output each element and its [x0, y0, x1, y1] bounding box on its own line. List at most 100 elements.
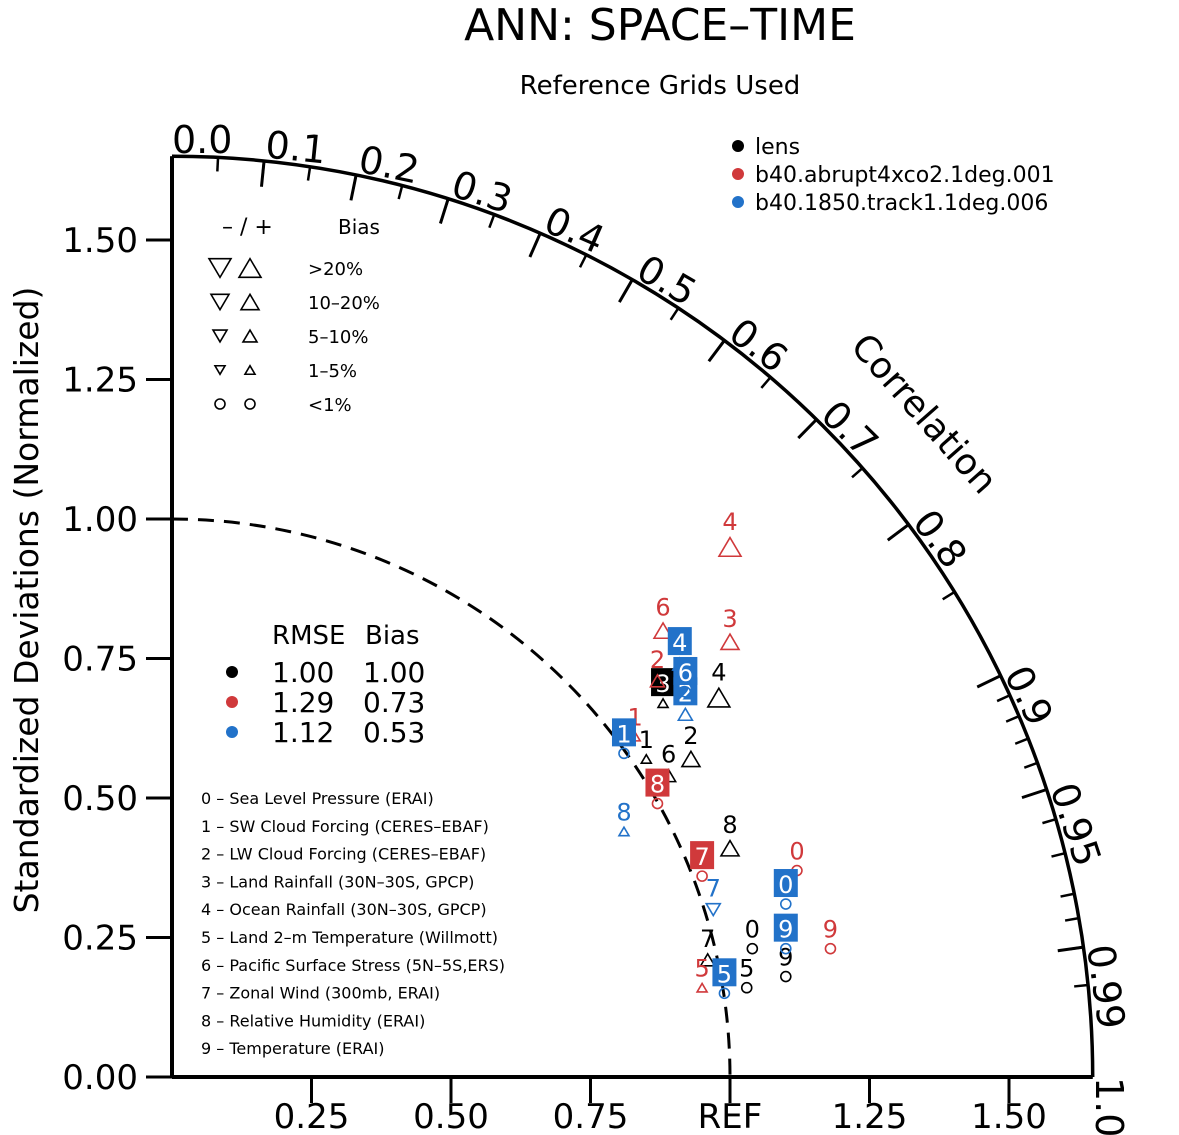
data-point-label: 5	[694, 955, 709, 983]
data-point-marker	[704, 902, 722, 918]
legend-series-dot	[732, 168, 744, 180]
bias-legend-down-icon	[207, 257, 233, 279]
bias-legend-down-icon	[209, 293, 231, 312]
data-point-label: 8	[722, 811, 737, 839]
data-point-box	[667, 627, 692, 656]
bias-legend-label: 10–20%	[308, 293, 380, 314]
correlation-tick-label: 0.2	[355, 137, 423, 192]
correlation-tick	[438, 198, 450, 224]
data-point-marker	[718, 987, 731, 1000]
data-point-box	[690, 841, 715, 870]
variable-list-item: 4 – Ocean Rainfall (30N–30S, GPCP)	[201, 900, 487, 919]
correlation-tick-label: 0.3	[447, 162, 518, 222]
data-point-marker	[719, 632, 741, 651]
data-point-marker	[649, 673, 666, 688]
data-point-marker	[680, 749, 702, 768]
variable-list-item: 3 – Land Rainfall (30N–30S, GPCP)	[201, 872, 474, 891]
correlation-tick	[528, 232, 542, 258]
data-point-marker	[699, 952, 717, 967]
data-point-box	[651, 668, 676, 697]
correlation-minor-tick	[1005, 715, 1020, 723]
data-point-marker	[740, 981, 753, 994]
data-point-box	[773, 869, 798, 898]
correlation-minor-tick	[488, 214, 496, 229]
data-point-label: 9	[778, 916, 793, 944]
rmse-legend-bias: 1.00	[363, 656, 425, 689]
y-tick-label: 1.00	[62, 500, 138, 540]
data-point-label: 7	[694, 843, 709, 871]
data-point-label: 8	[616, 798, 631, 826]
y-tick-label: 0.00	[62, 1058, 138, 1098]
y-tick-label: 0.50	[62, 779, 138, 819]
rmse-legend-bias: 0.53	[363, 716, 425, 749]
correlation-minor-tick	[1023, 761, 1038, 769]
bias-legend-circle-icon	[214, 398, 226, 410]
chart-title: ANN: SPACE–TIME	[464, 0, 856, 51]
data-point-box	[673, 656, 698, 685]
data-point-box	[712, 958, 737, 987]
data-point-label: 3	[722, 605, 737, 633]
y-tick-label: 0.25	[62, 919, 138, 959]
x-tick-label: 0.25	[274, 1097, 350, 1135]
bias-legend-circle-icon	[244, 398, 256, 410]
y-axis-label: Standardized Deviations (Normalized)	[7, 287, 46, 914]
bias-legend-up-icon	[239, 292, 261, 311]
correlation-minor-tick	[306, 166, 312, 181]
chart-subtitle: Reference Grids Used	[520, 71, 801, 101]
x-tick-label: REF	[698, 1097, 763, 1135]
bias-legend-label: >20%	[308, 259, 363, 280]
data-point-marker	[695, 981, 709, 993]
rmse-legend-header: RMSE	[272, 621, 345, 651]
data-point-marker	[779, 898, 792, 910]
rmse-legend-value: 1.00	[272, 656, 334, 689]
y-tick-label: 0.75	[62, 640, 138, 680]
correlation-tick-label: 0.99	[1078, 942, 1133, 1032]
data-point-label: 7	[706, 875, 721, 903]
data-point-marker	[639, 753, 653, 764]
data-point-marker	[652, 621, 674, 640]
bias-legend-up-icon	[237, 257, 263, 279]
data-point-label: 4	[672, 629, 687, 657]
x-tick-label: 0.75	[553, 1097, 629, 1135]
data-point-marker	[779, 970, 792, 983]
data-point-label: 8	[650, 771, 665, 799]
correlation-tick	[1021, 788, 1048, 800]
correlation-minor-tick	[1074, 983, 1089, 988]
correlation-tick	[886, 523, 910, 542]
correlation-tick	[797, 418, 818, 440]
correlation-tick	[618, 278, 634, 303]
data-point-label: 5	[739, 955, 754, 983]
correlation-minor-tick	[397, 185, 404, 200]
correlation-tick	[976, 674, 1002, 689]
x-tick-label: 1.25	[832, 1097, 908, 1135]
correlation-minor-tick	[578, 254, 588, 268]
data-point-label: 7	[700, 925, 715, 953]
correlation-tick	[1057, 945, 1084, 953]
data-point-label: 5	[717, 960, 732, 988]
data-point-label: 1	[616, 720, 631, 748]
rmse-legend-dot	[226, 666, 238, 678]
y-tick-label: 1.50	[62, 221, 138, 261]
legend-series-label: lens	[755, 135, 800, 160]
correlation-tick-label: 0.7	[813, 392, 887, 466]
correlation-minor-tick	[1042, 818, 1057, 825]
reference-arc	[171, 517, 732, 1078]
rmse-legend-value: 1.29	[272, 686, 334, 719]
bias-legend-down-icon	[211, 329, 229, 344]
variable-list-item: 7 – Zonal Wind (300mb, ERAI)	[201, 984, 440, 1003]
bias-legend-label: 1–5%	[308, 361, 357, 382]
correlation-minor-tick	[1064, 916, 1080, 922]
correlation-minor-tick	[1051, 851, 1066, 858]
data-point-marker	[617, 825, 631, 837]
data-point-label: 6	[678, 659, 693, 687]
data-point-marker	[717, 535, 743, 558]
data-point-label: 6	[661, 741, 676, 769]
data-point-label: 2	[650, 646, 665, 674]
data-point-marker	[676, 706, 694, 722]
bias-legend-header: Bias	[338, 215, 380, 239]
data-point-label: 6	[655, 594, 670, 622]
bias-legend-label: 5–10%	[308, 327, 368, 348]
data-point-marker	[651, 797, 664, 810]
correlation-tick-label: 0.1	[264, 123, 329, 173]
